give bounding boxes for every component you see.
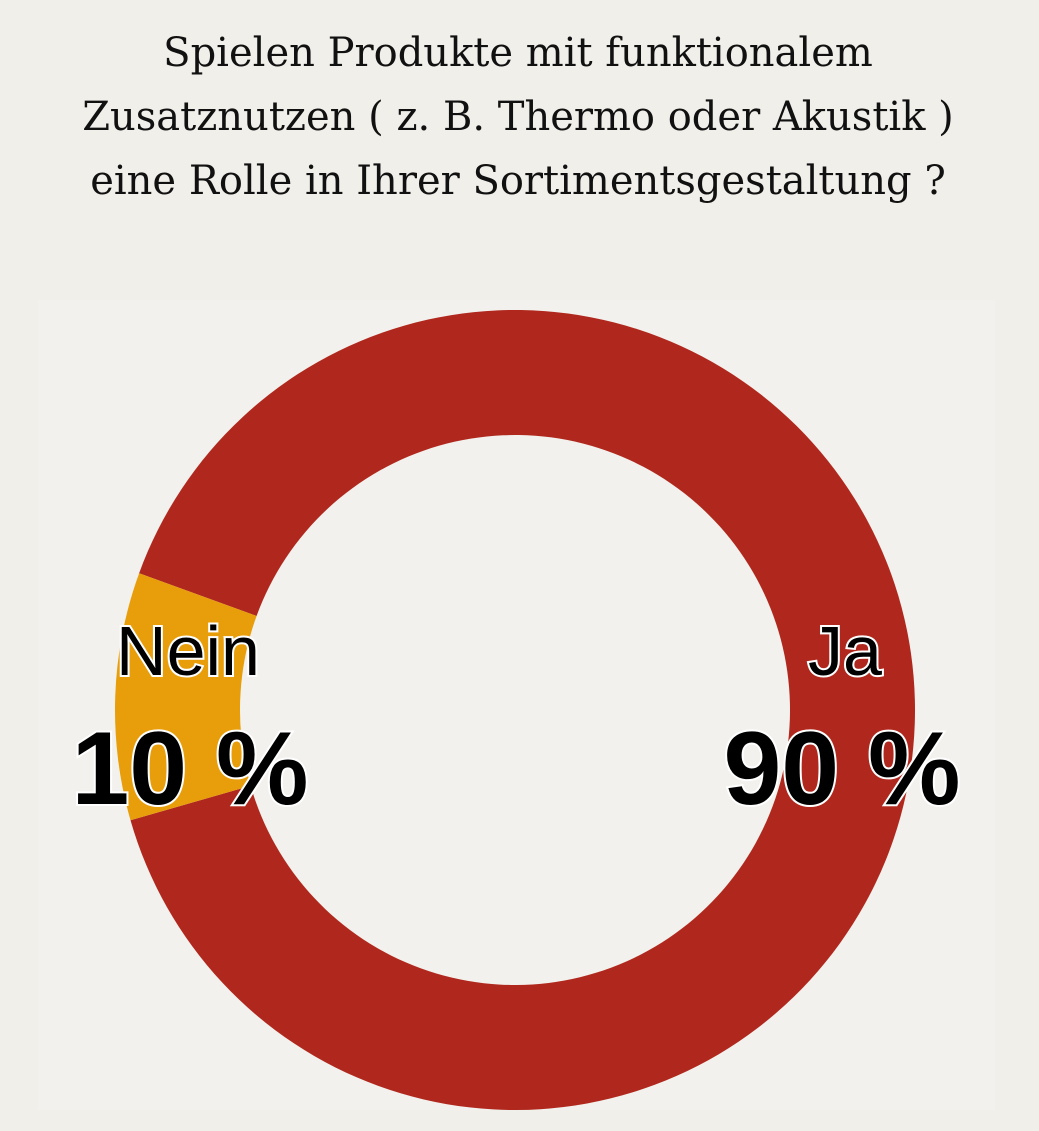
value-label: 10 %: [71, 711, 308, 827]
donut-segment: [114, 573, 257, 821]
value-label: 90 %: [723, 711, 960, 827]
category-label: Ja: [808, 612, 882, 690]
chart-title: Zusatznutzen ( z. B. Thermo oder Akustik…: [82, 94, 954, 140]
chart-title: Spielen Produkte mit funktionalem: [163, 30, 873, 76]
donut-segment: [130, 310, 916, 1110]
chart-title: eine Rolle in Ihrer Sortimentsgestaltung…: [90, 158, 946, 204]
category-label: Nein: [116, 612, 260, 690]
